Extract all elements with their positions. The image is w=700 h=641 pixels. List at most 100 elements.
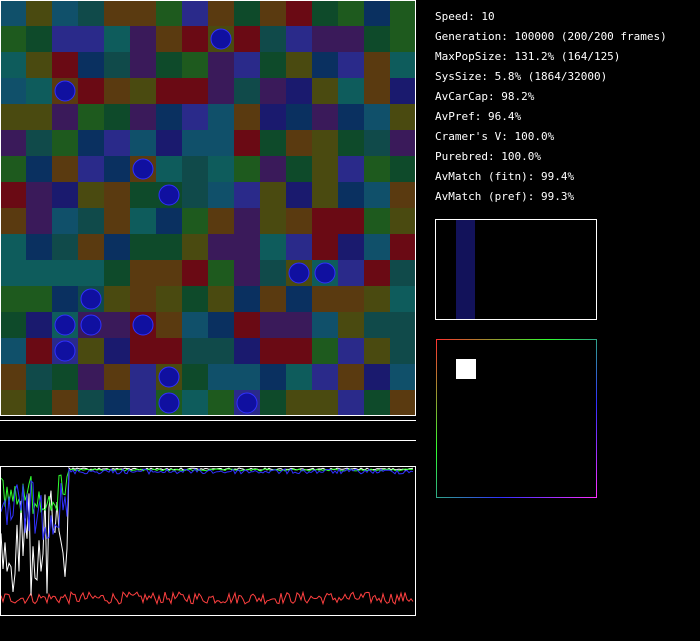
grid-cell xyxy=(234,0,260,26)
grid-cell xyxy=(52,182,78,208)
grid-cell xyxy=(182,286,208,312)
grid-cell xyxy=(26,78,52,104)
grid-cell xyxy=(338,78,364,104)
grid-cell xyxy=(78,364,104,390)
grid-cell xyxy=(26,104,52,130)
grid-cell xyxy=(338,104,364,130)
grid-cell xyxy=(156,78,182,104)
grid-cell xyxy=(156,234,182,260)
grid-cell xyxy=(26,390,52,416)
grid-cell xyxy=(260,156,286,182)
grid-cell xyxy=(130,52,156,78)
grid-cell xyxy=(338,286,364,312)
grid-cell xyxy=(234,78,260,104)
grid-cell xyxy=(52,0,78,26)
grid-cell xyxy=(364,286,390,312)
grid-cell xyxy=(312,156,338,182)
grid-cell xyxy=(390,0,416,26)
grid-cell xyxy=(156,286,182,312)
grid-cell xyxy=(78,390,104,416)
grid-cell xyxy=(234,52,260,78)
grid-cell xyxy=(26,0,52,26)
grid-cell xyxy=(312,52,338,78)
grid-cell xyxy=(286,208,312,234)
grid-cell xyxy=(130,390,156,416)
grid-cell xyxy=(286,390,312,416)
grid-cell xyxy=(234,338,260,364)
grid-cell xyxy=(364,234,390,260)
grid-cell xyxy=(364,260,390,286)
grid-cell xyxy=(390,104,416,130)
grid-cell xyxy=(286,156,312,182)
grid-cell xyxy=(156,26,182,52)
grid-cell xyxy=(182,78,208,104)
grid-cell xyxy=(104,208,130,234)
grid-cell xyxy=(364,208,390,234)
grid-cell xyxy=(390,338,416,364)
grid-cell xyxy=(234,286,260,312)
grid-cell xyxy=(0,364,26,390)
grid-cell xyxy=(390,286,416,312)
agent xyxy=(80,314,102,336)
grid-cell xyxy=(312,26,338,52)
grid-cell xyxy=(286,0,312,26)
matrix-cell xyxy=(456,359,476,379)
grid-cell xyxy=(52,390,78,416)
grid-cell xyxy=(208,104,234,130)
grid-cell xyxy=(130,104,156,130)
grid-cell xyxy=(338,156,364,182)
grid-cell xyxy=(390,234,416,260)
grid-cell xyxy=(0,234,26,260)
grid-cell xyxy=(26,234,52,260)
agent xyxy=(288,262,310,284)
grid-cell xyxy=(338,130,364,156)
grid-cell xyxy=(390,78,416,104)
grid-cell xyxy=(156,260,182,286)
grid-cell xyxy=(338,26,364,52)
grid-cell xyxy=(260,234,286,260)
grid-cell xyxy=(338,390,364,416)
grid-cell xyxy=(364,390,390,416)
grid-cell xyxy=(208,234,234,260)
grid-border xyxy=(0,0,416,416)
grid-cell xyxy=(338,52,364,78)
stat-line: Generation: 100000 (200/200 frames) xyxy=(435,30,667,43)
grid-cell xyxy=(26,182,52,208)
grid-cell xyxy=(26,52,52,78)
grid-cell xyxy=(390,156,416,182)
grid-cell xyxy=(0,130,26,156)
grid-cell xyxy=(26,364,52,390)
grid-cell xyxy=(26,156,52,182)
grid-cell xyxy=(286,364,312,390)
grid-cell xyxy=(260,182,286,208)
stat-line: Speed: 10 xyxy=(435,10,495,23)
grid-cell xyxy=(286,26,312,52)
grid-cell xyxy=(78,52,104,78)
agent xyxy=(54,340,76,362)
grid-cell xyxy=(390,26,416,52)
grid-cell xyxy=(338,260,364,286)
grid-cell xyxy=(338,182,364,208)
grid-cell xyxy=(104,338,130,364)
grid-cell xyxy=(260,0,286,26)
grid-cell xyxy=(312,364,338,390)
grid-cell xyxy=(0,286,26,312)
grid-cell xyxy=(156,156,182,182)
agent xyxy=(132,158,154,180)
grid-cell xyxy=(26,208,52,234)
grid-cell xyxy=(260,312,286,338)
grid-cell xyxy=(182,52,208,78)
grid-cell xyxy=(208,390,234,416)
grid-cell xyxy=(52,52,78,78)
graph-line xyxy=(0,468,414,540)
grid-cell xyxy=(286,52,312,78)
stat-line: MaxPopSize: 131.2% (164/125) xyxy=(435,50,620,63)
grid-cell xyxy=(286,286,312,312)
agent xyxy=(314,262,336,284)
grid-cell xyxy=(260,104,286,130)
grid-cell xyxy=(364,338,390,364)
grid-cell xyxy=(26,26,52,52)
stat-line: AvMatch (pref): 99.3% xyxy=(435,190,574,203)
grid-cell xyxy=(0,104,26,130)
grid-cell xyxy=(182,26,208,52)
